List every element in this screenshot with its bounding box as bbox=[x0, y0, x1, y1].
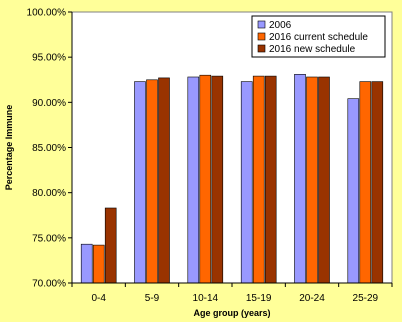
legend-swatch bbox=[257, 44, 266, 53]
bar bbox=[158, 77, 170, 284]
x-tick-label: 5-9 bbox=[145, 293, 160, 304]
bar bbox=[146, 79, 158, 284]
bar bbox=[306, 76, 318, 284]
y-tick-label: 80.00% bbox=[32, 188, 66, 199]
legend-swatch bbox=[257, 32, 266, 41]
legend-label: 2016 current schedule bbox=[269, 32, 368, 43]
y-tick-label: 90.00% bbox=[32, 98, 66, 109]
legend-box bbox=[251, 15, 386, 58]
axes-layer: 0-4 5-9 10-14 15-19 20-24 25-29 70.00% 75.00% 80… bbox=[27, 8, 393, 304]
legend-label: 2016 new schedule bbox=[269, 44, 356, 55]
x-axis-title: Age group (years) bbox=[193, 308, 270, 318]
bar bbox=[104, 207, 117, 284]
bar bbox=[294, 74, 306, 284]
bar bbox=[371, 81, 384, 284]
legend-swatch bbox=[257, 20, 266, 29]
bar bbox=[199, 74, 212, 284]
x-tick-label: 15-19 bbox=[246, 293, 272, 304]
bar bbox=[359, 81, 372, 284]
bar bbox=[252, 75, 265, 284]
x-tick-label: 0-4 bbox=[91, 293, 106, 304]
x-tick-label: 10-14 bbox=[193, 293, 219, 304]
bar bbox=[211, 75, 224, 284]
y-tick-label: 70.00% bbox=[32, 279, 66, 290]
bar bbox=[134, 81, 146, 284]
bar bbox=[347, 98, 360, 284]
y-tick-label: 85.00% bbox=[32, 143, 66, 154]
bar bbox=[318, 76, 330, 284]
x-tick-label: 20-24 bbox=[299, 293, 325, 304]
bar bbox=[240, 81, 253, 284]
bar bbox=[92, 244, 105, 284]
y-tick-label: 75.00% bbox=[32, 233, 66, 244]
x-tick-label: 25-29 bbox=[353, 293, 379, 304]
y-tick-label: 95.00% bbox=[32, 53, 66, 64]
y-axis-title: Percentage Immune bbox=[4, 105, 14, 191]
bar bbox=[187, 76, 200, 284]
legend-label: 2006 bbox=[269, 20, 292, 31]
y-tick-label: 100.00% bbox=[27, 8, 67, 19]
bar bbox=[264, 75, 277, 284]
bar bbox=[80, 243, 93, 284]
